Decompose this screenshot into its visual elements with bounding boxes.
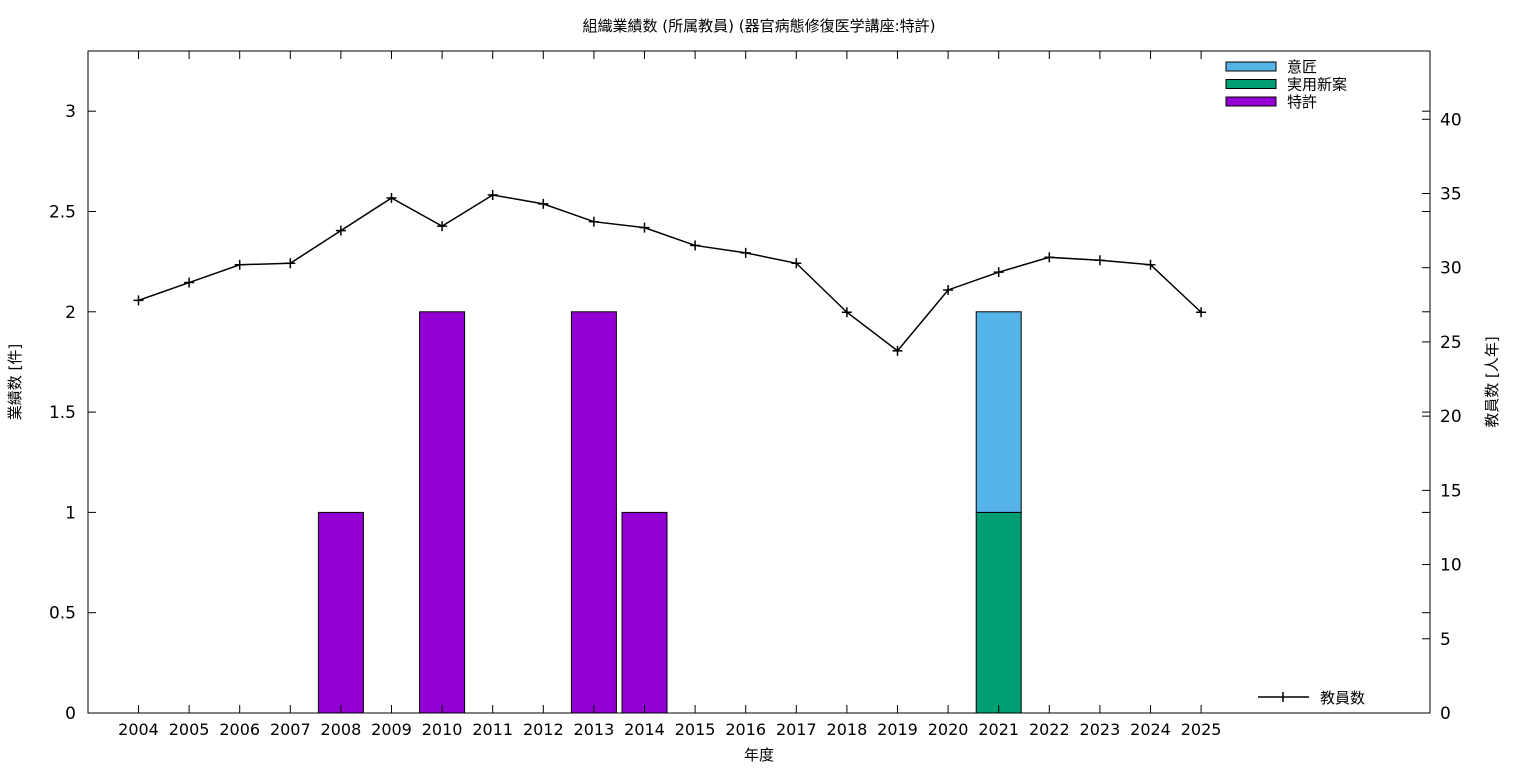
line-point [184,277,195,288]
y2-tick-label: 30 [1440,259,1462,279]
line-point [285,258,296,269]
y-tick-label: 1.5 [49,403,76,423]
line-point [943,284,954,295]
x-tick-label: 2016 [725,720,766,739]
x-tick-label: 2019 [877,720,918,739]
y-axis-right: 0 5 10 15 20 25 30 35 40 [1422,110,1462,724]
line-point [639,222,650,233]
legend-label: 意匠 [1287,58,1317,76]
y2-tick-label: 5 [1440,630,1451,650]
x-tick-label: 2009 [371,720,412,739]
bar [419,311,466,714]
line-point [588,216,599,227]
line-point [335,225,346,236]
line-point [791,258,802,269]
legend-label: 実用新案 [1287,76,1347,94]
x-tick-label: 2021 [978,720,1019,739]
legend-swatch [1225,61,1277,72]
x-tick-label: 2005 [169,720,210,739]
line-point [993,267,1004,278]
y-tick-label: 3 [65,102,76,122]
x-tick-label: 2013 [574,720,615,739]
x-tick-label: 2006 [219,720,260,739]
legend-item: 意匠 [1225,58,1317,76]
x-tick-label: 2020 [928,720,969,739]
line-point [690,240,701,251]
y-axis-label: 業績数 [件] [6,344,24,420]
bars-layer [317,311,1022,714]
line-point [740,247,751,258]
y2-tick-label: 20 [1440,407,1462,427]
line-point [133,295,144,306]
bar [975,511,1022,714]
legend-swatch [1225,96,1277,107]
line-point [437,221,448,232]
line-point [386,192,397,203]
y2-tick-label: 10 [1440,556,1462,576]
line-layer [133,189,1207,356]
x-tick-label: 2025 [1181,720,1222,739]
x-tick-label: 2022 [1029,720,1070,739]
x-tick-label: 2007 [270,720,311,739]
x-tick-label: 2018 [827,720,868,739]
x-tick-label: 2024 [1130,720,1171,739]
x-tick-label: 2015 [675,720,716,739]
y2-tick-label: 15 [1440,481,1462,501]
line-point [1094,255,1105,266]
bar [570,311,617,714]
line-legend: 教員数 [1258,689,1365,707]
y-tick-label: 0 [65,704,76,724]
y2-tick-label: 25 [1440,333,1462,353]
x-tick-label: 2023 [1080,720,1121,739]
legend-label: 特許 [1287,93,1317,111]
x-tick-label: 2017 [776,720,817,739]
line-point [1044,252,1055,263]
bar [621,511,668,714]
x-axis-label: 年度 [744,746,774,764]
y-tick-label: 2 [65,303,76,323]
x-tick-label: 2011 [472,720,513,739]
line-point [892,345,903,356]
y-tick-label: 1 [65,503,76,523]
x-tick-label: 2010 [422,720,463,739]
line-point [841,307,852,318]
bar [975,311,1022,513]
plot-frame [87,50,1431,714]
line-point [234,259,245,270]
line-legend-label: 教員数 [1320,689,1365,707]
x-axis: 2004 2005 2006 2007 2008 2009 2010 2011 2012 2013… [118,51,1221,739]
y2-tick-label: 0 [1440,704,1451,724]
x-tick-label: 2004 [118,720,159,739]
y-axis-left: 0 0.5 1 1.5 2 2.5 3 [49,102,1430,724]
line-point [487,189,498,200]
y-tick-label: 0.5 [49,604,76,624]
y2-axis-label: 教員数 [人年] [1483,336,1501,427]
y2-tick-label: 40 [1440,110,1462,130]
line-series-path [138,194,1202,352]
y2-tick-label: 35 [1440,184,1462,204]
x-tick-label: 2008 [321,720,362,739]
x-tick-label: 2014 [624,720,665,739]
bar [317,511,364,714]
line-point [1145,259,1156,270]
line-point [538,198,549,209]
chart-title: 組織業績数 (所属教員) (器官病態修復医学講座:特許) [582,17,935,35]
x-tick-label: 2012 [523,720,564,739]
legend-swatch [1225,79,1277,89]
legend-item: 実用新案 [1225,76,1347,94]
y-tick-label: 2.5 [49,202,76,222]
legend-item: 特許 [1225,93,1317,111]
line-point [1196,307,1207,318]
